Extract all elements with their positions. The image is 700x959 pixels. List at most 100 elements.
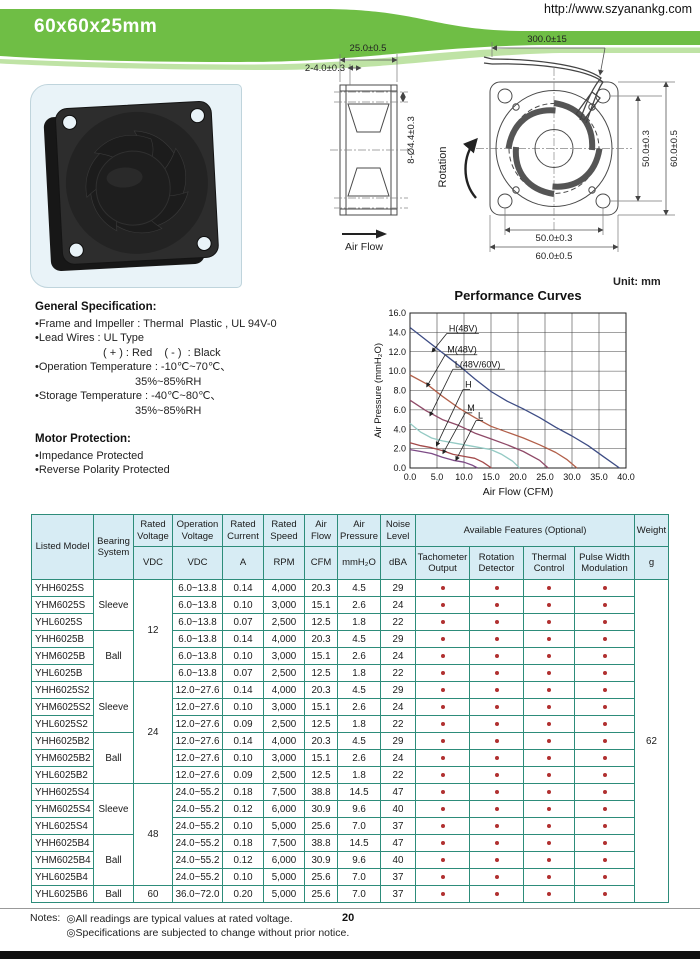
svg-text:8.0: 8.0 — [393, 386, 406, 396]
model-cell: YHH6025B4 — [31, 834, 94, 852]
feature-cell — [523, 783, 575, 801]
col-rated-voltage: Rated Voltage — [133, 514, 173, 547]
model-cell: YHL6025B4 — [31, 868, 94, 886]
voltage-cell: 48 — [133, 783, 173, 886]
table-cell: 12.0~27.6 — [172, 698, 223, 716]
feature-dot-icon — [494, 738, 499, 743]
svg-text:30.0: 30.0 — [563, 472, 581, 482]
table-cell: 0.12 — [222, 800, 264, 818]
table-cell: 30.9 — [304, 800, 338, 818]
feature-cell — [469, 698, 524, 716]
table-cell: 4,000 — [263, 579, 305, 597]
table-cell: 25.6 — [304, 868, 338, 886]
table-cell: 4.5 — [337, 579, 381, 597]
feature-dot-icon — [494, 636, 499, 641]
feature-dot-icon — [494, 874, 499, 879]
svg-text:2.0: 2.0 — [393, 444, 406, 454]
table-cell: 7.0 — [337, 885, 381, 903]
feature-dot-icon — [440, 772, 445, 777]
table-cell: 47 — [380, 834, 416, 852]
model-cell: YHL6025S — [31, 613, 94, 631]
model-cell: YHM6025B — [31, 647, 94, 665]
feature-cell — [574, 664, 635, 682]
spec-line: 35%~85%RH — [135, 404, 202, 417]
series-H(48V) — [409, 326, 620, 469]
table-cell: 4,000 — [263, 732, 305, 750]
unit-amps: A — [222, 546, 264, 580]
feature-cell — [469, 579, 524, 597]
table-cell: 12.5 — [304, 715, 338, 733]
feature-cell — [523, 579, 575, 597]
table-cell: 12.0~27.6 — [172, 681, 223, 699]
feature-cell — [523, 817, 575, 835]
table-cell: 0.10 — [222, 868, 264, 886]
table-cell: 37 — [380, 868, 416, 886]
model-cell: YHL6025B2 — [31, 766, 94, 784]
curve-label: M — [467, 403, 475, 413]
model-cell: YHH6025B — [31, 630, 94, 648]
table-cell: 37 — [380, 817, 416, 835]
feature-dot-icon — [547, 721, 551, 726]
bearing-cell: Ball — [93, 732, 134, 784]
feature-cell — [469, 868, 524, 886]
feature-cell — [523, 800, 575, 818]
feature-dot-icon — [440, 721, 445, 726]
curve-label: M(48V) — [447, 345, 477, 355]
table-cell: 0.09 — [222, 766, 264, 784]
series-H — [409, 422, 521, 469]
table-row: YHM6025B2 12.0~27.6 0.10 3,000 15.1 2.6 24 — [31, 749, 669, 767]
table-cell: 0.10 — [222, 698, 264, 716]
feature-cell — [415, 647, 470, 665]
feature-dot-icon — [602, 738, 607, 743]
table-cell: 25.6 — [304, 817, 338, 835]
table-cell: 0.20 — [222, 885, 264, 903]
feature-cell — [523, 613, 575, 631]
feature-cell — [574, 579, 635, 597]
feature-cell — [469, 715, 524, 733]
feature-cell — [469, 664, 524, 682]
feature-dot-icon — [602, 840, 607, 845]
table-cell: 4,000 — [263, 681, 305, 699]
table-cell: 5,000 — [263, 868, 305, 886]
feature-dot-icon — [602, 874, 607, 879]
feature-cell — [469, 613, 524, 631]
col-rotation-detector: Rotation Detector — [469, 546, 524, 580]
rotation-arrow-icon — [462, 137, 478, 199]
feature-cell — [469, 681, 524, 699]
model-cell: YHM6025B4 — [31, 851, 94, 869]
model-cell: YHM6025B2 — [31, 749, 94, 767]
feature-dot-icon — [440, 619, 445, 624]
table-cell: 0.10 — [222, 647, 264, 665]
model-cell: YHL6025B6 — [31, 885, 94, 903]
table-cell: 9.6 — [337, 800, 381, 818]
feature-dot-icon — [440, 704, 445, 709]
feature-cell — [469, 596, 524, 614]
feature-cell — [574, 613, 635, 631]
feature-cell — [574, 817, 635, 835]
table-cell: 0.10 — [222, 817, 264, 835]
note-line: ◎All readings are typical values at rate… — [66, 913, 293, 925]
col-rated-speed: Rated Speed — [263, 514, 305, 547]
notes: Notes: ◎All readings are typical values … — [30, 912, 349, 940]
feature-dot-icon — [440, 840, 445, 845]
feature-cell — [415, 834, 470, 852]
table-cell: 7,500 — [263, 783, 305, 801]
feature-cell — [523, 715, 575, 733]
model-cell: YHH6025S4 — [31, 783, 94, 801]
motor-protection-item: •Reverse Polarity Protected — [35, 464, 170, 476]
col-air-flow: Air Flow — [304, 514, 338, 547]
table-cell: 2.6 — [337, 749, 381, 767]
frame-height-dimension: 60.0±0.5 — [669, 130, 680, 167]
feature-cell — [523, 647, 575, 665]
feature-dot-icon — [602, 891, 607, 896]
unit-vdc-operation: VDC — [172, 546, 223, 580]
model-cell: YHM6025S2 — [31, 698, 94, 716]
feature-cell — [574, 647, 635, 665]
table-cell: 36.0~72.0 — [172, 885, 223, 903]
spec-line: •Frame and Impeller : Thermal Plastic , … — [35, 317, 277, 330]
col-rated-current: Rated Current — [222, 514, 264, 547]
table-cell: 0.18 — [222, 834, 264, 852]
feature-dot-icon — [602, 602, 607, 607]
table-cell: 24.0~55.2 — [172, 800, 223, 818]
